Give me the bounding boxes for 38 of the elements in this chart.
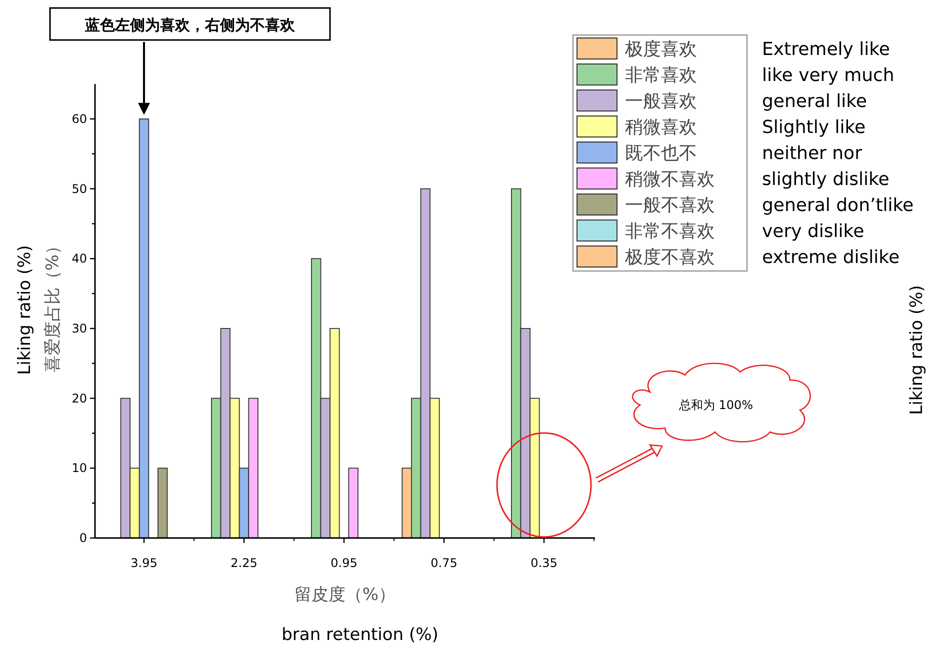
text: bran retention (%) (282, 625, 438, 645)
text: extreme dislike (762, 247, 900, 268)
legend-label: 一般喜欢 (625, 91, 697, 112)
y-tick-label: 40 (72, 252, 87, 266)
bar (348, 468, 358, 538)
text: like very much (762, 65, 894, 86)
text: Slightly like (762, 117, 866, 138)
legend-label: 非常喜欢 (625, 65, 697, 86)
x-tick-label: 0.35 (530, 556, 558, 570)
text: very dislike (762, 221, 864, 242)
legend-label: 极度喜欢 (624, 39, 697, 60)
y-tick-label: 0 (79, 531, 87, 545)
legend-label: 极度不喜欢 (624, 247, 715, 268)
y-tick-label: 20 (72, 391, 87, 406)
text: Extremely like (762, 39, 890, 60)
x-axis-title: 留皮度（%） (294, 585, 396, 605)
y-tick-label: 60 (72, 112, 87, 126)
text: 蓝色左侧为喜欢，右侧为不喜欢 (84, 16, 296, 34)
legend-label: 稍微不喜欢 (625, 169, 715, 190)
x-tick-label: 0.75 (430, 556, 458, 570)
legend-label: 既不也不 (625, 143, 697, 164)
x-tick-label: 2.25 (230, 556, 258, 570)
x-tick-label: 3.95 (130, 556, 158, 570)
text: 总和为 100% (678, 398, 754, 412)
text: slightly dislike (762, 169, 890, 190)
text: neither nor (762, 143, 863, 164)
y-tick-label: 30 (72, 321, 87, 336)
legend-label: 稍微喜欢 (625, 117, 697, 138)
x-tick-label: 0.95 (330, 556, 358, 570)
y-tick-label: 10 (72, 461, 87, 476)
text: general don’tlike (762, 195, 914, 216)
legend-label: 一般不喜欢 (625, 195, 715, 216)
text: Liking ratio (%) (15, 245, 35, 375)
y-axis-title: 喜爱度占比（%） (43, 237, 63, 373)
y-tick-label: 50 (72, 182, 87, 196)
text: general like (762, 91, 867, 112)
legend-label: 非常不喜欢 (625, 221, 715, 242)
text: Liking ratio (%) (907, 285, 927, 415)
